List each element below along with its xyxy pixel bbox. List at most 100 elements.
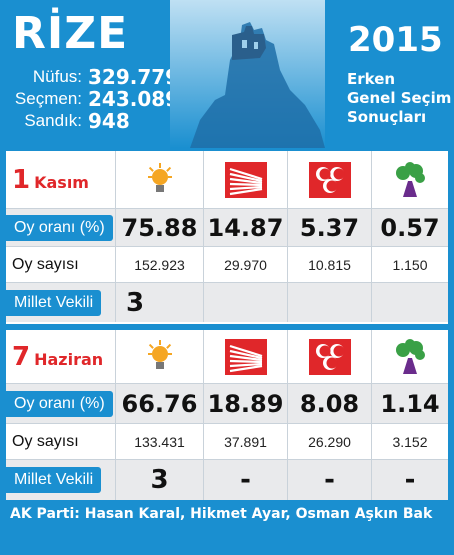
date-number: 7 [12, 341, 31, 372]
votes-cell: 29.970 [204, 247, 288, 282]
percent-value: 14.87 [207, 213, 284, 242]
percent-cell: 75.88 [116, 209, 204, 246]
votes-value: 152.923 [134, 256, 185, 273]
stat-row: Sandık: 948 [8, 109, 188, 133]
date-label: 7 Haziran [6, 330, 116, 383]
percent-cell: 66.76 [116, 384, 204, 423]
row-label-cell: Millet Vekili [6, 460, 116, 500]
hdp-tree-icon [372, 330, 448, 383]
mp-value: 3 [126, 287, 145, 318]
stat-row: Nüfus: 329.779 [8, 65, 188, 89]
table-header-row: 7 Haziran [6, 330, 448, 384]
chp-six-arrows-icon [204, 151, 288, 208]
election-subtitle: Erken Genel Seçim Sonuçları [347, 70, 451, 127]
votes-cell: 10.815 [288, 247, 372, 282]
row-label-cell: Millet Vekili [6, 283, 116, 322]
date-month: Kasım [34, 172, 89, 192]
row-label: Millet Vekili [6, 467, 102, 493]
mp-cell: 3 [116, 460, 204, 500]
castle-photo [170, 0, 325, 148]
oy-orani-row: Oy oranı (%) 66.76 18.89 8.08 1.14 [6, 384, 448, 424]
mp-cell: 3 [116, 283, 204, 322]
chp-six-arrows-icon [204, 330, 288, 383]
oy-orani-row: Oy oranı (%) 75.88 14.87 5.37 0.57 [6, 209, 448, 247]
votes-value: 1.150 [392, 256, 428, 273]
votes-cell: 133.431 [116, 424, 204, 459]
votes-cell: 26.290 [288, 424, 372, 459]
subtitle-line: Sonuçları [347, 108, 427, 126]
mp-value: - [324, 465, 335, 495]
ak-parti-bulb-icon [116, 151, 204, 208]
percent-value: 8.08 [299, 389, 360, 418]
mp-cell: - [204, 460, 288, 500]
votes-cell: 1.150 [372, 247, 448, 282]
row-label-cell: Oy sayısı [6, 424, 116, 459]
percent-value: 1.14 [380, 389, 440, 418]
results-panel-haziran: 7 Haziran Oy oranı (%) 66 [6, 330, 448, 500]
votes-cell: 152.923 [116, 247, 204, 282]
subtitle-line: Erken [347, 70, 396, 88]
votes-value: 26.290 [308, 433, 351, 450]
row-label-cell: Oy sayısı [6, 247, 116, 282]
row-label-cell: Oy oranı (%) [6, 384, 116, 423]
oy-sayisi-row: Oy sayısı 133.431 37.891 26.290 3.152 [6, 424, 448, 460]
millet-vekili-row: Millet Vekili 3 - - - [6, 460, 448, 500]
votes-cell: 37.891 [204, 424, 288, 459]
stat-label: Sandık: [24, 111, 82, 130]
stat-label: Seçmen: [14, 89, 82, 108]
mp-cell [288, 283, 372, 322]
mp-value: 3 [150, 465, 169, 495]
ak-parti-bulb-icon [116, 330, 204, 383]
row-label: Oy sayısı [12, 432, 79, 450]
percent-value: 18.89 [207, 389, 284, 418]
table-header-row: 1 Kasım [6, 151, 448, 209]
results-table: 7 Haziran Oy oranı (%) 66 [6, 330, 448, 500]
elected-mps-footer: AK Parti: Hasan Karal, Hikmet Ayar, Osma… [10, 506, 433, 522]
stat-row: Seçmen: 243.089 [8, 87, 188, 111]
stat-value: 243.089 [88, 87, 180, 111]
stats-block: Nüfus: 329.779 Seçmen: 243.089 Sandık: 9… [8, 65, 188, 133]
mp-value: - [240, 465, 251, 495]
percent-value: 0.57 [380, 213, 440, 242]
date-number: 1 [12, 164, 31, 195]
mhp-crescents-icon [288, 151, 372, 208]
percent-value: 66.76 [121, 389, 198, 418]
mp-cell [204, 283, 288, 322]
results-table: 1 Kasım Oy oranı (%) 75.8 [6, 151, 448, 322]
date-label: 1 Kasım [6, 151, 116, 208]
millet-vekili-row: Millet Vekili 3 [6, 283, 448, 322]
percent-cell: 0.57 [372, 209, 448, 246]
row-label-cell: Oy oranı (%) [6, 209, 116, 246]
hdp-tree-icon [372, 151, 448, 208]
mp-cell: - [288, 460, 372, 500]
row-label: Oy oranı (%) [6, 214, 113, 241]
city-title: RİZE [12, 8, 129, 59]
percent-cell: 14.87 [204, 209, 288, 246]
election-year: 2015 [348, 20, 443, 60]
mp-cell [372, 283, 448, 322]
stat-value: 948 [88, 109, 130, 133]
row-label: Oy sayısı [12, 255, 79, 273]
percent-value: 75.88 [121, 213, 198, 242]
percent-cell: 18.89 [204, 384, 288, 423]
percent-cell: 5.37 [288, 209, 372, 246]
stat-value: 329.779 [88, 65, 180, 89]
mhp-crescents-icon [288, 330, 372, 383]
row-label: Millet Vekili [6, 289, 102, 316]
votes-value: 3.152 [392, 433, 428, 450]
results-panel-kasim: 1 Kasım Oy oranı (%) 75.8 [6, 151, 448, 324]
percent-cell: 8.08 [288, 384, 372, 423]
mp-value: - [404, 465, 416, 495]
votes-value: 10.815 [308, 256, 351, 273]
percent-value: 5.37 [299, 213, 360, 242]
votes-value: 29.970 [224, 256, 267, 273]
row-label: Oy oranı (%) [6, 390, 113, 417]
votes-value: 133.431 [134, 433, 185, 450]
oy-sayisi-row: Oy sayısı 152.923 29.970 10.815 1.150 [6, 247, 448, 283]
date-month: Haziran [34, 349, 104, 369]
stat-label: Nüfus: [32, 67, 82, 86]
votes-value: 37.891 [224, 433, 267, 450]
mp-cell: - [372, 460, 448, 500]
percent-cell: 1.14 [372, 384, 448, 423]
